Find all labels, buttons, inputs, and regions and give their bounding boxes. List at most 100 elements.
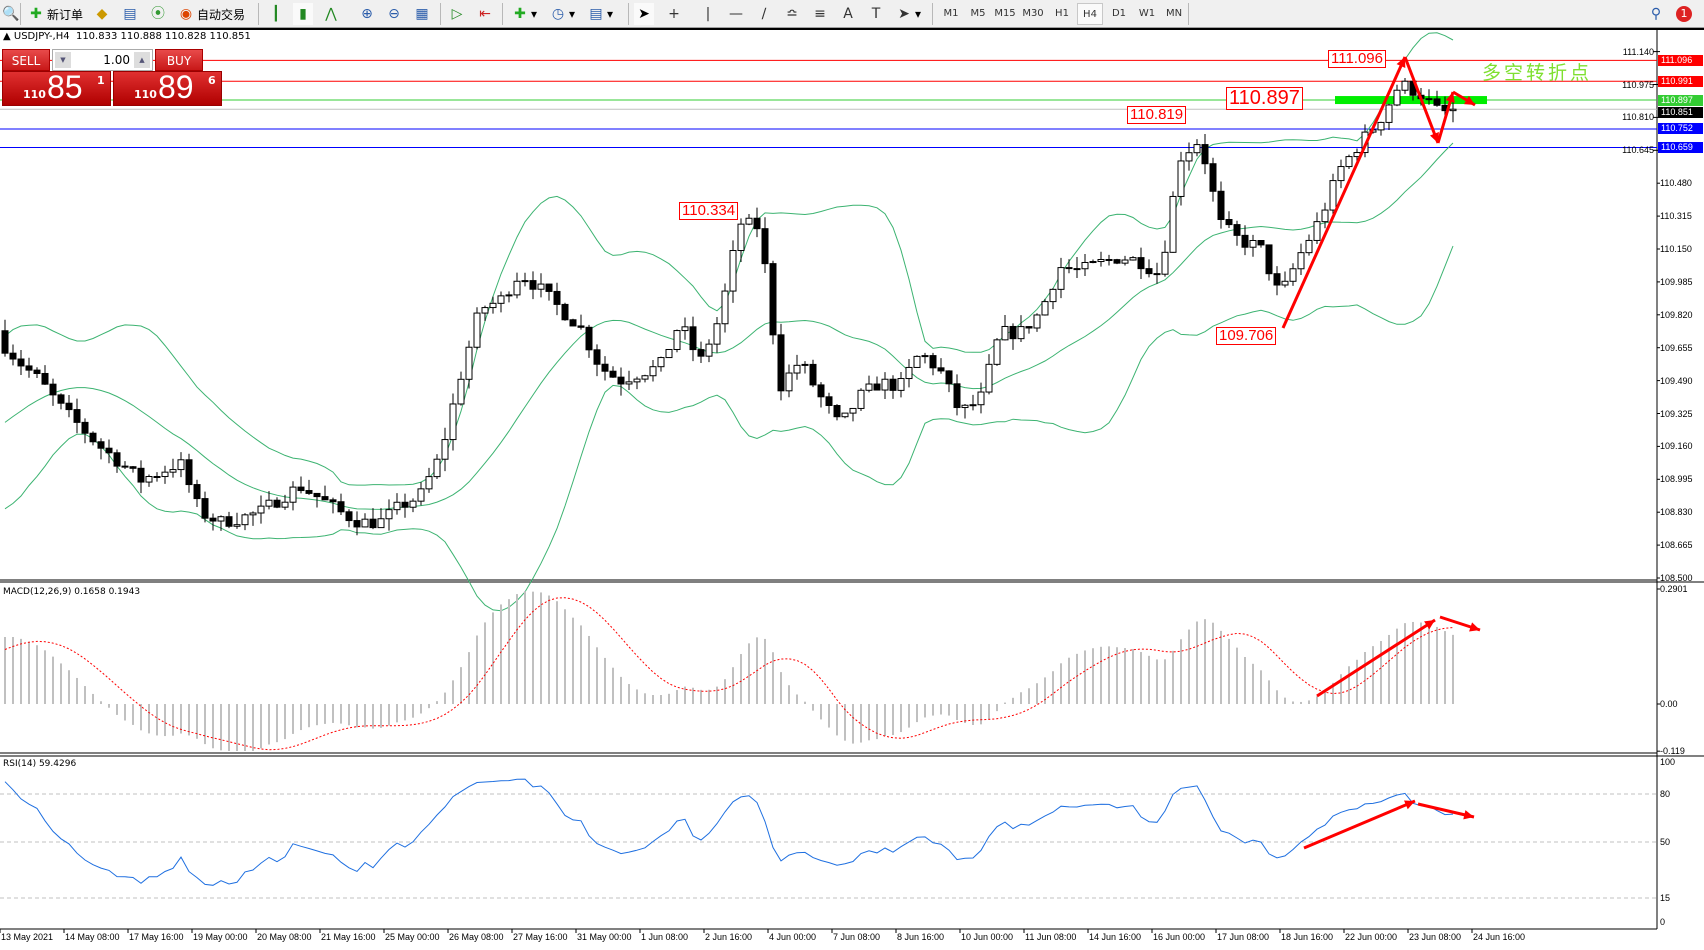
candle bbox=[233, 512, 241, 529]
candlestick-button[interactable]: ▮ bbox=[293, 3, 313, 25]
buy-price[interactable]: 110 89 6 bbox=[113, 69, 222, 106]
fibonacci-button[interactable]: ≏ bbox=[782, 3, 802, 25]
horizontal-line-icon: — bbox=[729, 6, 743, 22]
market-watch-button[interactable]: ▤ bbox=[120, 3, 140, 25]
candle-body bbox=[89, 432, 97, 443]
cursor-button[interactable]: ➤ bbox=[634, 3, 654, 25]
arrow-up-head bbox=[1396, 57, 1406, 68]
line-chart-button[interactable]: ⋀ bbox=[321, 3, 341, 25]
zoom-out-button[interactable]: ⊖ bbox=[384, 3, 404, 25]
fibonacci-fan-button[interactable]: ≡ bbox=[810, 3, 830, 25]
candle bbox=[129, 466, 137, 473]
new-order-button[interactable]: ✚ 新订单 bbox=[26, 3, 85, 25]
candle bbox=[489, 296, 497, 314]
candle-body bbox=[193, 484, 201, 500]
vertical-line-button[interactable]: | bbox=[698, 3, 718, 25]
candle-body bbox=[185, 459, 193, 486]
label-110334[interactable]: 110.334 bbox=[679, 202, 739, 220]
candle-body bbox=[761, 228, 769, 265]
templates-button[interactable]: ▤ ▾ bbox=[589, 6, 614, 22]
periods-button[interactable]: ◷ ▾ bbox=[551, 6, 576, 22]
candle bbox=[561, 302, 569, 321]
gold-button[interactable]: ◆ bbox=[92, 3, 112, 25]
candle-body bbox=[769, 263, 777, 336]
sell-price[interactable]: 110 85 1 bbox=[2, 69, 111, 106]
time-tick-label: 27 May 16:00 bbox=[513, 932, 568, 942]
timeframe-h1[interactable]: H1 bbox=[1055, 8, 1069, 19]
candle-body bbox=[1193, 144, 1201, 154]
zoom-in-button[interactable]: ⊕ bbox=[357, 3, 377, 25]
auto-trading-button[interactable]: ◉ 自动交易 bbox=[176, 3, 247, 25]
time-tick-label: 4 Jun 00:00 bbox=[769, 932, 817, 942]
candle-body bbox=[945, 370, 953, 385]
candle bbox=[833, 404, 841, 421]
candle-body bbox=[1113, 259, 1121, 264]
notifications-button[interactable]: 1 bbox=[1674, 3, 1694, 25]
candle bbox=[1177, 151, 1185, 206]
bar-chart-button[interactable]: ┃ bbox=[266, 3, 286, 25]
candle bbox=[801, 361, 809, 374]
buy-button[interactable]: BUY bbox=[155, 49, 203, 71]
timeframe-m15[interactable]: M15 bbox=[994, 8, 1016, 19]
timeframe-m5[interactable]: M5 bbox=[970, 8, 986, 19]
candle-body bbox=[473, 312, 481, 348]
lot-size-input[interactable]: ▼ 1.00 ▲ bbox=[52, 49, 153, 71]
candle-body bbox=[785, 372, 793, 392]
candle-body bbox=[905, 366, 913, 380]
candle bbox=[1321, 202, 1329, 229]
candle bbox=[705, 339, 713, 363]
timeframe-m1[interactable]: M1 bbox=[943, 8, 959, 19]
label-pivot[interactable]: 110.897 bbox=[1226, 87, 1303, 110]
horizontal-line-button[interactable]: — bbox=[726, 3, 746, 25]
label-low[interactable]: 109.706 bbox=[1216, 327, 1277, 345]
lot-increase-icon[interactable]: ▲ bbox=[134, 52, 150, 68]
time-tick-label: 10 Jun 00:00 bbox=[961, 932, 1014, 942]
turning-point-note[interactable]: 多空转折点 bbox=[1482, 62, 1593, 84]
candle-body bbox=[569, 319, 577, 327]
sell-button[interactable]: SELL bbox=[2, 49, 50, 71]
candle bbox=[993, 337, 1001, 366]
timeframe-m30[interactable]: M30 bbox=[1022, 8, 1044, 19]
candle-body bbox=[1257, 240, 1265, 246]
candle-body bbox=[401, 501, 409, 508]
candle-body bbox=[601, 363, 609, 372]
chart-shift-button[interactable]: ⇤ bbox=[475, 3, 495, 25]
timeframe-h4[interactable]: H4 bbox=[1077, 3, 1103, 25]
signals-button[interactable]: ⦿ bbox=[148, 3, 168, 25]
price-tick-label: 108.830 bbox=[1660, 507, 1693, 518]
timeframe-mn[interactable]: MN bbox=[1165, 8, 1183, 19]
label-110819[interactable]: 110.819 bbox=[1127, 106, 1187, 124]
periods-icon: ◷ bbox=[551, 6, 565, 22]
text-button[interactable]: A bbox=[838, 3, 858, 25]
candle-body bbox=[1377, 121, 1385, 131]
gold-icon: ◆ bbox=[96, 6, 108, 22]
price-tick-label: 110.150 bbox=[1660, 244, 1692, 254]
crosshair-button[interactable]: + bbox=[664, 3, 684, 25]
text-label-button[interactable]: T bbox=[866, 3, 886, 25]
candle-body bbox=[513, 280, 521, 296]
time-tick-label: 7 Jun 08:00 bbox=[833, 932, 881, 942]
timeframe-d1[interactable]: D1 bbox=[1111, 8, 1127, 19]
rsi-arrow-up bbox=[1303, 799, 1416, 850]
search-button[interactable]: ⚲ bbox=[1646, 3, 1666, 25]
fibonacci-fan-icon: ≡ bbox=[814, 6, 826, 22]
candle bbox=[265, 491, 273, 510]
search-chart-icon[interactable]: 🔍 bbox=[2, 6, 20, 22]
timeframe-w1[interactable]: W1 bbox=[1138, 8, 1156, 19]
candle-body bbox=[1313, 221, 1321, 241]
tile-windows-button[interactable]: ▦ bbox=[412, 3, 432, 25]
candle-body bbox=[129, 466, 137, 469]
lot-decrease-icon[interactable]: ▼ bbox=[55, 52, 71, 68]
label-high[interactable]: 111.096 bbox=[1328, 50, 1386, 68]
candle-body bbox=[705, 343, 713, 357]
candle bbox=[41, 365, 49, 385]
trend-line-button[interactable]: ∕ bbox=[754, 3, 774, 25]
zoom-in-icon: ⊕ bbox=[361, 6, 373, 22]
arrows-button[interactable]: ➤ ▾ bbox=[894, 3, 923, 25]
auto-scroll-button[interactable]: ▷ bbox=[447, 3, 467, 25]
sell-price-prefix: 110 bbox=[23, 88, 46, 101]
indicators-button[interactable]: ✚ ▾ bbox=[510, 3, 539, 25]
candle bbox=[1337, 159, 1345, 189]
price-tick-label: 110.810 bbox=[1622, 112, 1654, 123]
